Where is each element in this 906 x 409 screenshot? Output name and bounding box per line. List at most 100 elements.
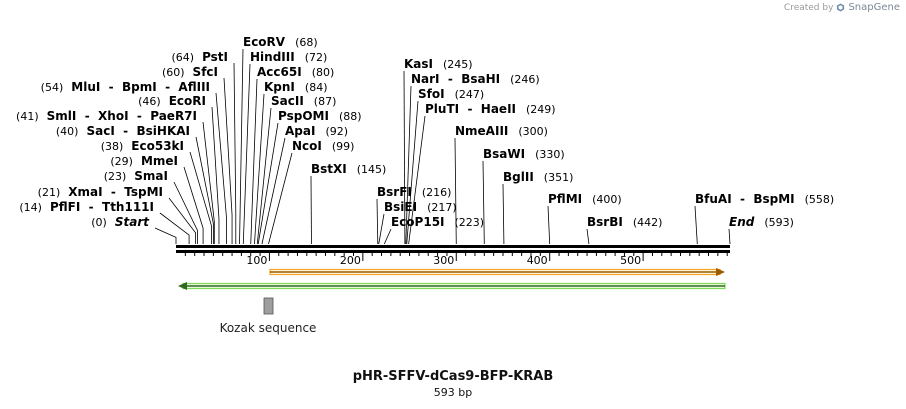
site-ncoi[interactable]: NcoI (99) (292, 139, 354, 153)
site-nmeaiii[interactable]: NmeAIII (300) (455, 124, 548, 138)
minor-ticks (184, 253, 728, 256)
site-end[interactable]: End (593) (729, 215, 794, 229)
green-feature-arrow[interactable] (178, 282, 726, 290)
site-pflmi[interactable]: PflMI (400) (548, 192, 622, 206)
leader-pflfi-tth111i (159, 212, 190, 244)
leader-saci-bsihkai (195, 136, 214, 244)
site-position-bsiei: (217) (427, 201, 457, 214)
snapgene-logo-icon (837, 3, 845, 12)
site-position-ncoi: (99) (332, 140, 355, 153)
site-position-ecori: (46) (138, 95, 161, 108)
snapgene-credit: Created by SnapGene (784, 2, 900, 13)
site-eco53ki[interactable]: Eco53kI (38) (101, 139, 184, 153)
leader-hindiii (242, 63, 251, 245)
site-apai[interactable]: ApaI (92) (285, 124, 348, 138)
site-ecop15i[interactable]: EcoP15I (223) (391, 215, 484, 229)
site-smli-xhoi-paer7i[interactable]: SmlI - XhoI - PaeR7I (41) (16, 109, 197, 123)
kozak-sequence-label: Kozak sequence (220, 321, 317, 335)
site-name-smli-xhoi-paer7i: SmlI - XhoI - PaeR7I (47, 109, 197, 123)
leader-bsrbi (586, 228, 590, 245)
site-name-ecop15i: EcoP15I (391, 215, 445, 229)
site-name-psti: PstI (202, 50, 228, 64)
site-bglii[interactable]: BglII (351) (503, 170, 573, 184)
site-position-sfci: (60) (162, 66, 185, 79)
orange-feature-arrow[interactable] (269, 268, 725, 276)
site-bsawi[interactable]: BsaWI (330) (483, 147, 565, 161)
site-acc65i[interactable]: Acc65I (80) (257, 65, 334, 79)
site-position-acc65i: (80) (312, 66, 335, 79)
site-saci-bsihkai[interactable]: SacI - BsiHKAI (40) (56, 124, 190, 138)
site-name-mlui-bpmi-afliii: MluI - BpmI - AflIII (71, 80, 210, 94)
map-title: pHR-SFFV-dCas9-BFP-KRAB (352, 369, 554, 384)
site-pspomi[interactable]: PspOMI (88) (278, 109, 362, 123)
leader-apai (261, 137, 286, 245)
site-position-bsrbi: (442) (633, 216, 663, 229)
site-kasi[interactable]: KasI (245) (404, 57, 473, 71)
leader-sfoi (406, 100, 419, 245)
leader-nmeaiii (454, 137, 457, 245)
site-mmei[interactable]: MmeI (29) (110, 154, 178, 168)
leader-bsrfi (376, 198, 379, 245)
backbone-top-strand (176, 245, 730, 248)
leader-smai (173, 181, 198, 244)
leader-bsawi (482, 160, 485, 245)
site-bsrfi[interactable]: BsrFI (216) (377, 185, 451, 199)
site-xmai-tspmi[interactable]: XmaI - TspMI (21) (38, 185, 163, 199)
leader-pluti-haeii (408, 115, 426, 245)
site-position-xmai-tspmi: (21) (38, 186, 61, 199)
site-name-acc65i: Acc65I (257, 65, 302, 79)
site-position-saci-bsihkai: (40) (56, 125, 79, 138)
site-ecori[interactable]: EcoRI (46) (138, 94, 206, 108)
site-name-hindiii: HindIII (250, 50, 295, 64)
site-name-eco53ki: Eco53kI (131, 139, 184, 153)
site-name-saci-bsihkai: SacI - BsiHKAI (86, 124, 190, 138)
site-position-bsawi: (330) (535, 148, 565, 161)
site-position-sacii: (87) (314, 95, 337, 108)
site-position-mlui-bpmi-afliii: (54) (41, 81, 64, 94)
site-mlui-bpmi-afliii[interactable]: MluI - BpmI - AflIII (54) (41, 80, 210, 94)
leader-ecorv (239, 48, 244, 245)
site-sfoi[interactable]: SfoI (247) (418, 87, 484, 101)
leader-sfci (223, 77, 233, 244)
site-bsiei[interactable]: BsiEI (217) (384, 200, 457, 214)
site-name-kpni: KpnI (264, 80, 295, 94)
site-smai[interactable]: SmaI (23) (104, 169, 168, 183)
site-name-xmai-tspmi: XmaI - TspMI (68, 185, 163, 199)
site-position-bsrfi: (216) (422, 186, 452, 199)
site-kpni[interactable]: KpnI (84) (264, 80, 328, 94)
site-start[interactable]: Start (0) (91, 215, 150, 229)
site-name-pspomi: PspOMI (278, 109, 329, 123)
site-bstxi[interactable]: BstXI (145) (311, 162, 386, 176)
site-position-bglii: (351) (544, 171, 574, 184)
site-nari-bsahi[interactable]: NarI - BsaHI (246) (411, 72, 540, 86)
site-sacii[interactable]: SacII (87) (271, 94, 336, 108)
site-bsrbi[interactable]: BsrBI (442) (587, 215, 662, 229)
site-hindiii[interactable]: HindIII (72) (250, 50, 327, 64)
site-name-sacii: SacII (271, 94, 304, 108)
site-name-nmeaiii: NmeAIII (455, 124, 508, 138)
site-position-kasi: (245) (443, 58, 473, 71)
leader-sacii (256, 107, 272, 245)
site-position-kpni: (84) (305, 81, 328, 94)
site-name-bsrbi: BsrBI (587, 215, 623, 229)
site-sfci[interactable]: SfcI (60) (162, 65, 218, 79)
site-ecorv[interactable]: EcoRV (68) (243, 35, 318, 49)
site-name-sfci: SfcI (193, 65, 218, 79)
site-position-smli-xhoi-paer7i: (41) (16, 110, 39, 123)
kozak-sequence-box[interactable] (263, 297, 274, 315)
site-position-bstxi: (145) (357, 163, 387, 176)
leader-smli-xhoi-paer7i (202, 121, 215, 244)
site-position-psti: (64) (171, 51, 194, 64)
site-pluti-haeii[interactable]: PluTI - HaeII (249) (425, 102, 556, 116)
site-bfuai-bspmi[interactable]: BfuAI - BspMI (558) (695, 192, 834, 206)
site-position-bfuai-bspmi: (558) (805, 193, 835, 206)
site-position-pspomi: (88) (339, 110, 362, 123)
site-name-ecorv: EcoRV (243, 35, 286, 49)
site-pflfi-tth111i[interactable]: PflFI - Tth111I (14) (19, 200, 154, 214)
site-position-end: (593) (764, 216, 794, 229)
site-name-pflmi: PflMI (548, 192, 582, 206)
site-labels: Start (0) PflFI - Tth111I (14) XmaI - TspMI (… (16, 35, 834, 229)
site-psti[interactable]: PstI (64) (171, 50, 228, 64)
site-position-nmeaiii: (300) (518, 125, 548, 138)
leader-eco53ki (189, 151, 212, 244)
